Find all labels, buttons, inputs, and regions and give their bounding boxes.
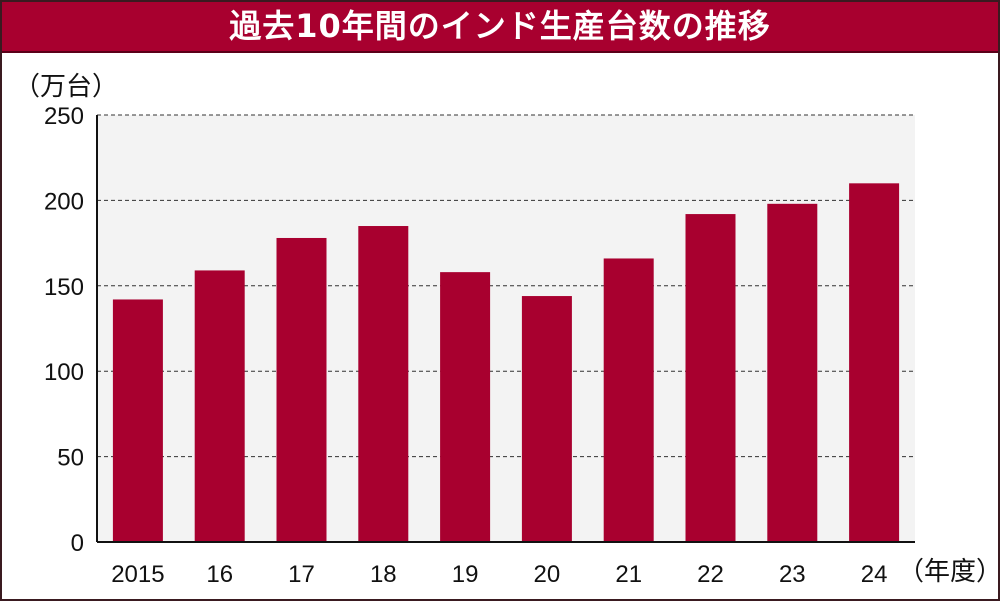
y-tick-label: 150 bbox=[44, 274, 84, 301]
title-band: 過去10年間のインド生産台数の推移 bbox=[2, 2, 998, 53]
y-tick-label: 0 bbox=[71, 530, 84, 557]
y-tick-label: 250 bbox=[44, 103, 84, 130]
bar-22 bbox=[685, 214, 736, 542]
x-tick-label: 20 bbox=[534, 561, 561, 588]
x-tick-label: 16 bbox=[206, 561, 233, 588]
bar-21 bbox=[603, 258, 654, 542]
bar-16 bbox=[194, 270, 245, 542]
y-tick-label: 100 bbox=[44, 359, 84, 386]
y-tick-label: 50 bbox=[57, 445, 84, 472]
bar-20 bbox=[521, 296, 572, 542]
x-tick-label: 21 bbox=[615, 561, 642, 588]
x-tick-label: 19 bbox=[452, 561, 479, 588]
chart-title: 過去10年間のインド生産台数の推移 bbox=[229, 7, 771, 45]
bar-17 bbox=[276, 237, 327, 542]
x-tick-label: 18 bbox=[370, 561, 397, 588]
x-tick-label: 24 bbox=[861, 561, 888, 588]
x-tick-label: 2015 bbox=[111, 561, 164, 588]
bar-23 bbox=[767, 203, 818, 543]
y-tick-label: 200 bbox=[44, 188, 84, 215]
bar-19 bbox=[440, 272, 491, 542]
y-axis-label: （万台） bbox=[14, 71, 118, 101]
x-tick-label: 17 bbox=[288, 561, 315, 588]
bar-2015 bbox=[112, 299, 163, 542]
bar-18 bbox=[358, 226, 409, 542]
x-axis-label: （年度） bbox=[898, 556, 1000, 586]
x-tick-label: 22 bbox=[697, 561, 724, 588]
bar-24 bbox=[849, 183, 900, 542]
x-tick-label: 23 bbox=[779, 561, 806, 588]
